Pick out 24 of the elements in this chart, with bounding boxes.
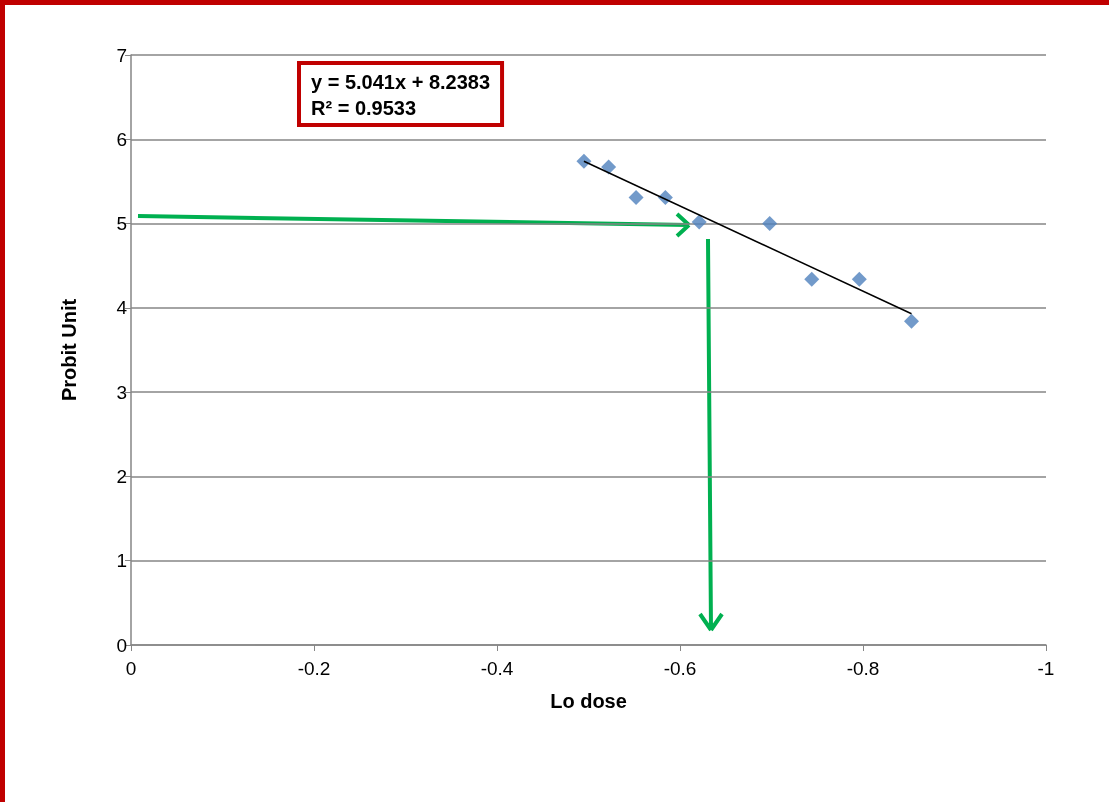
point <box>628 189 644 205</box>
point <box>851 271 867 287</box>
point <box>601 159 617 175</box>
x-axis-title: Lo dose <box>550 690 627 712</box>
annotation: y = 5.041x + 8.2383 R² = 0.9533 <box>311 71 491 119</box>
point <box>804 271 820 287</box>
x-tick-label: -0.8 <box>846 658 880 679</box>
x-tick-label: -1 <box>1037 658 1055 679</box>
point <box>691 214 707 230</box>
point <box>903 313 919 329</box>
y-tick-label: 3 <box>116 381 127 403</box>
y-tick-label: 7 <box>116 44 127 66</box>
y-tick-label: 2 <box>116 465 127 487</box>
y-axis-title: Probit Unit <box>58 298 80 402</box>
y-tick-label: 0 <box>116 634 127 656</box>
y-tick-label: 5 <box>116 213 127 235</box>
point <box>762 216 778 232</box>
x-tick-label: -0.6 <box>663 658 697 679</box>
y-tick-label: 1 <box>116 550 127 572</box>
point <box>576 153 592 169</box>
x-tick-label: -0.4 <box>480 658 514 679</box>
y-tick-label: 6 <box>116 128 127 150</box>
y-tick-label: 4 <box>116 297 128 319</box>
x-tick-label: -0.2 <box>297 658 331 679</box>
